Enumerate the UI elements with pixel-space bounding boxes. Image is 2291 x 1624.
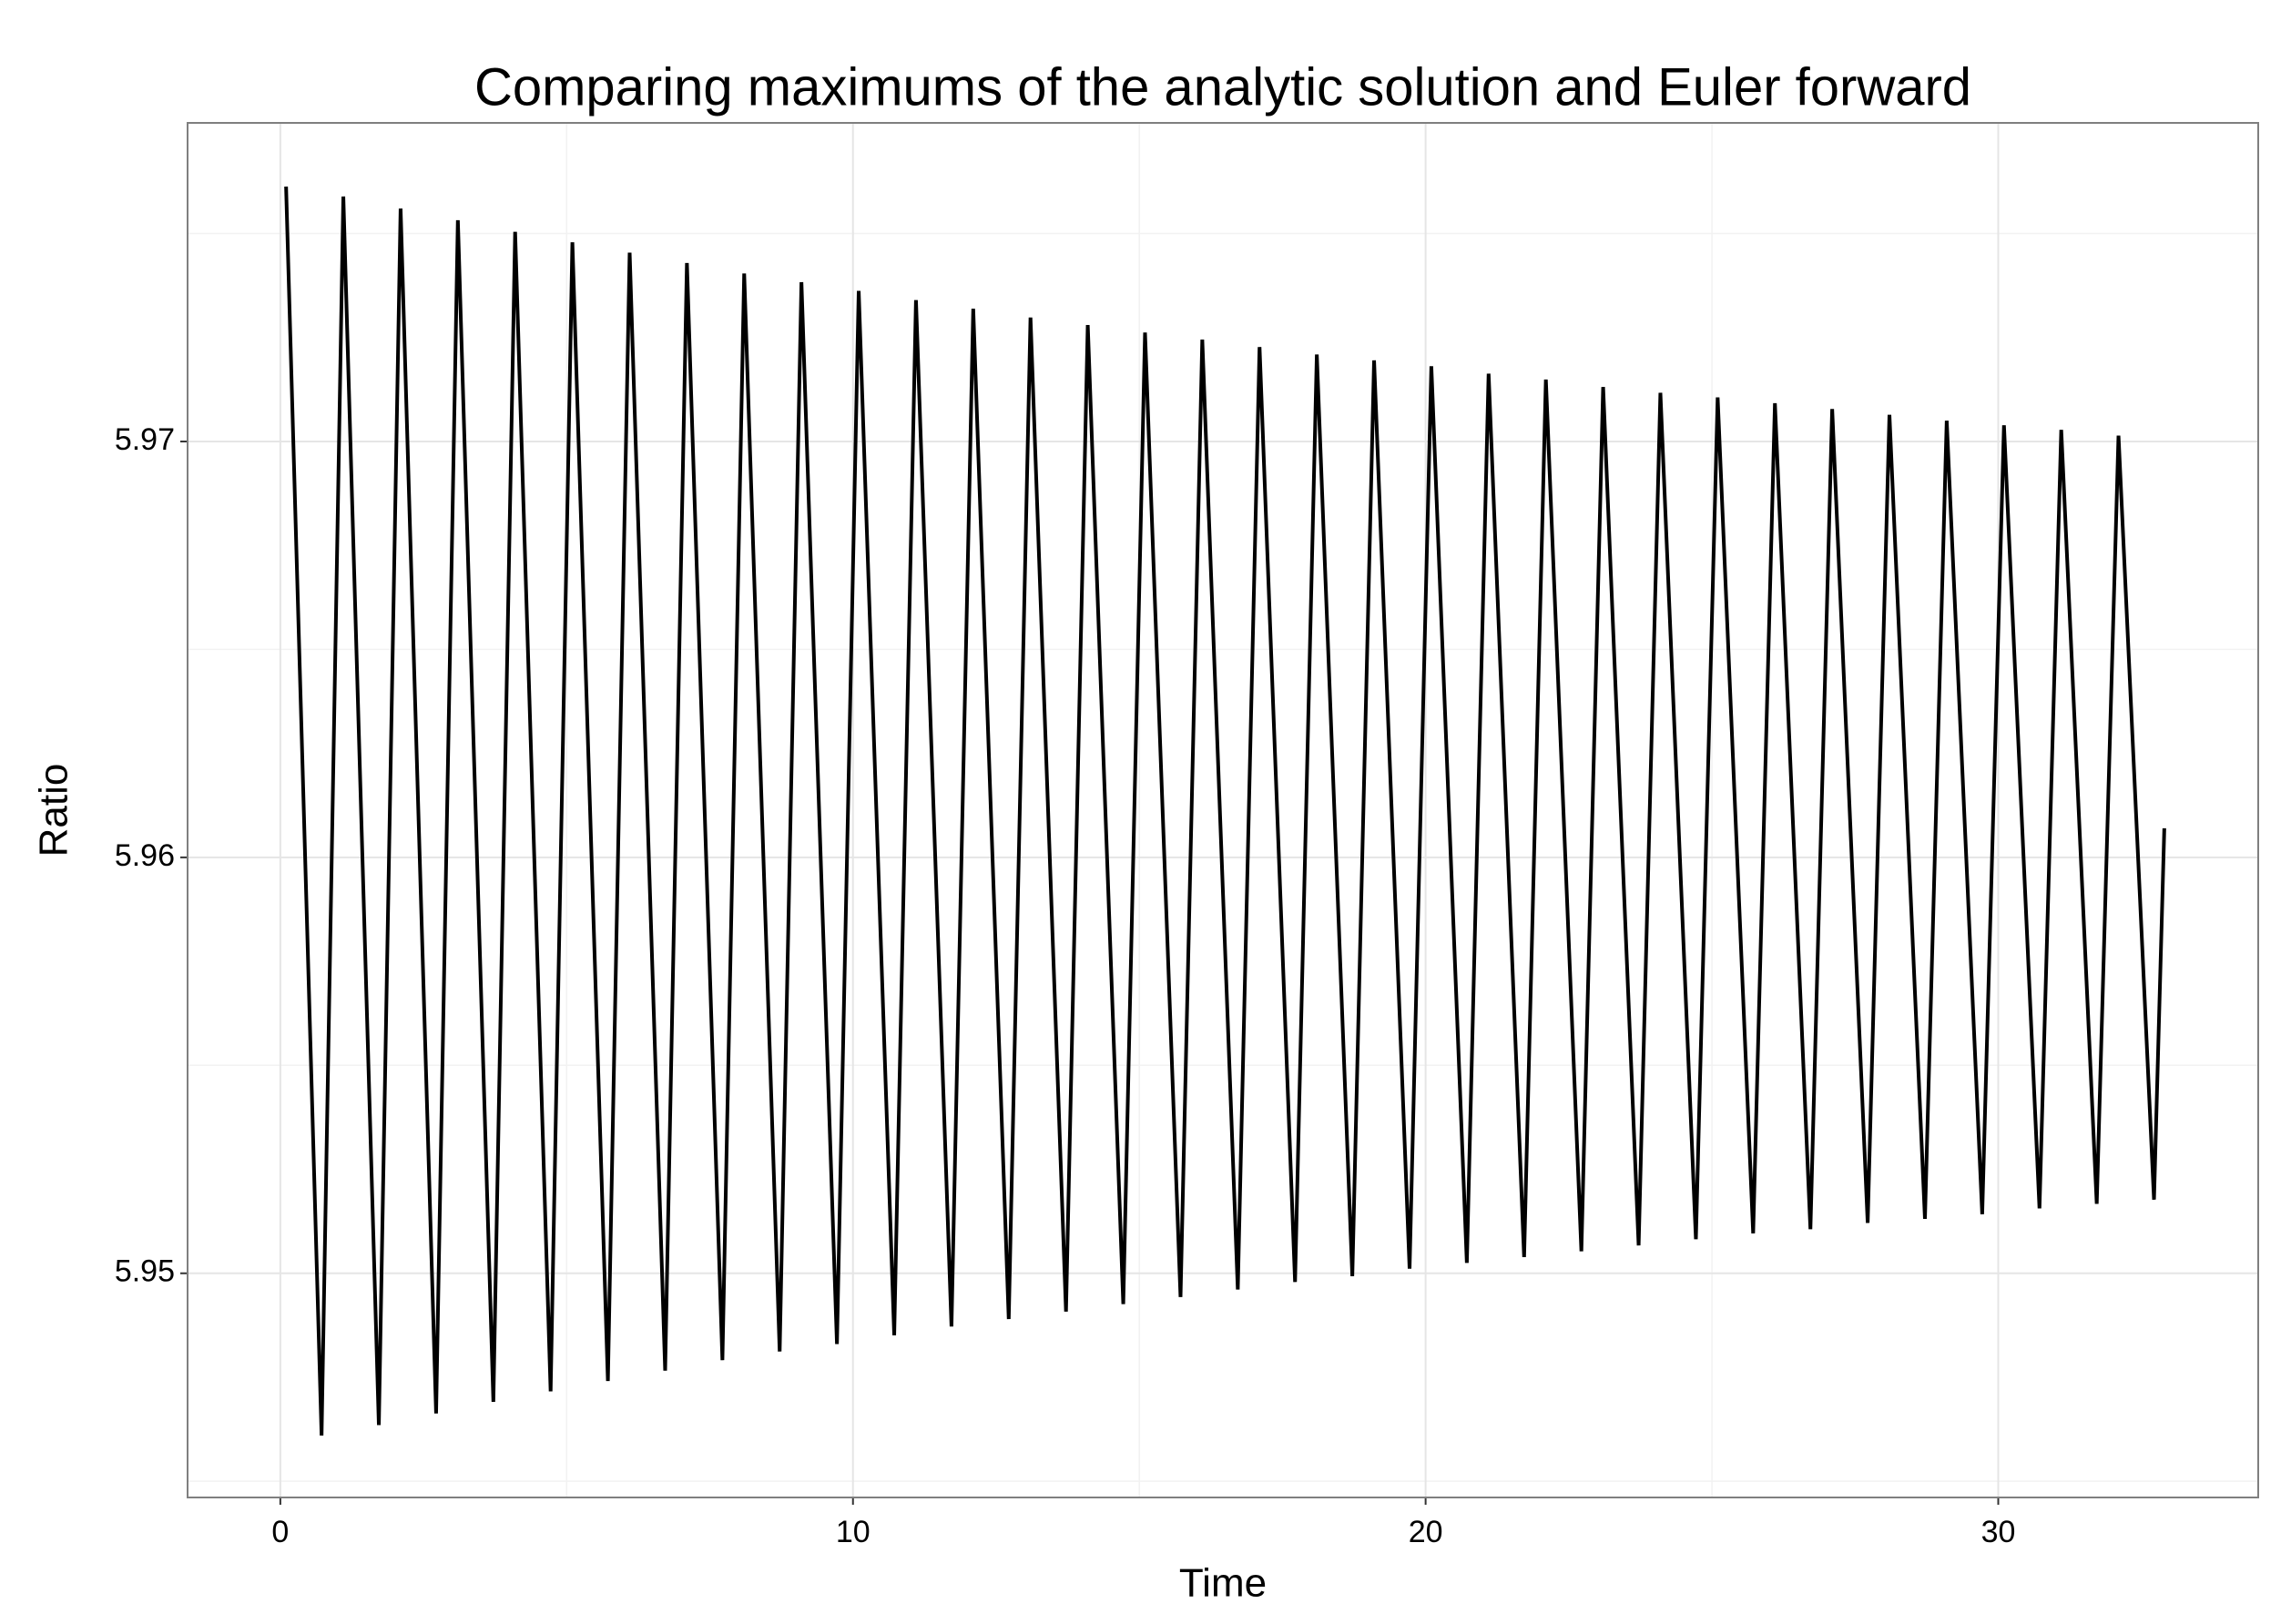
chart-title: Comparing maximums of the analytic solut… xyxy=(474,57,1971,117)
data-line xyxy=(284,186,2166,1436)
y-tick-label: 5.96 xyxy=(115,838,175,873)
y-axis-title: Ratio xyxy=(32,764,76,858)
x-tick-label: 30 xyxy=(1981,1515,2016,1549)
y-tick-label: 5.95 xyxy=(115,1254,175,1289)
plot-border xyxy=(187,122,2259,1498)
x-tick-label: 10 xyxy=(836,1515,871,1549)
x-axis-title: Time xyxy=(1179,1561,1267,1606)
x-tick-label: 0 xyxy=(271,1515,289,1549)
x-tick-label: 20 xyxy=(1409,1515,1443,1549)
y-tick-label: 5.97 xyxy=(115,422,175,457)
